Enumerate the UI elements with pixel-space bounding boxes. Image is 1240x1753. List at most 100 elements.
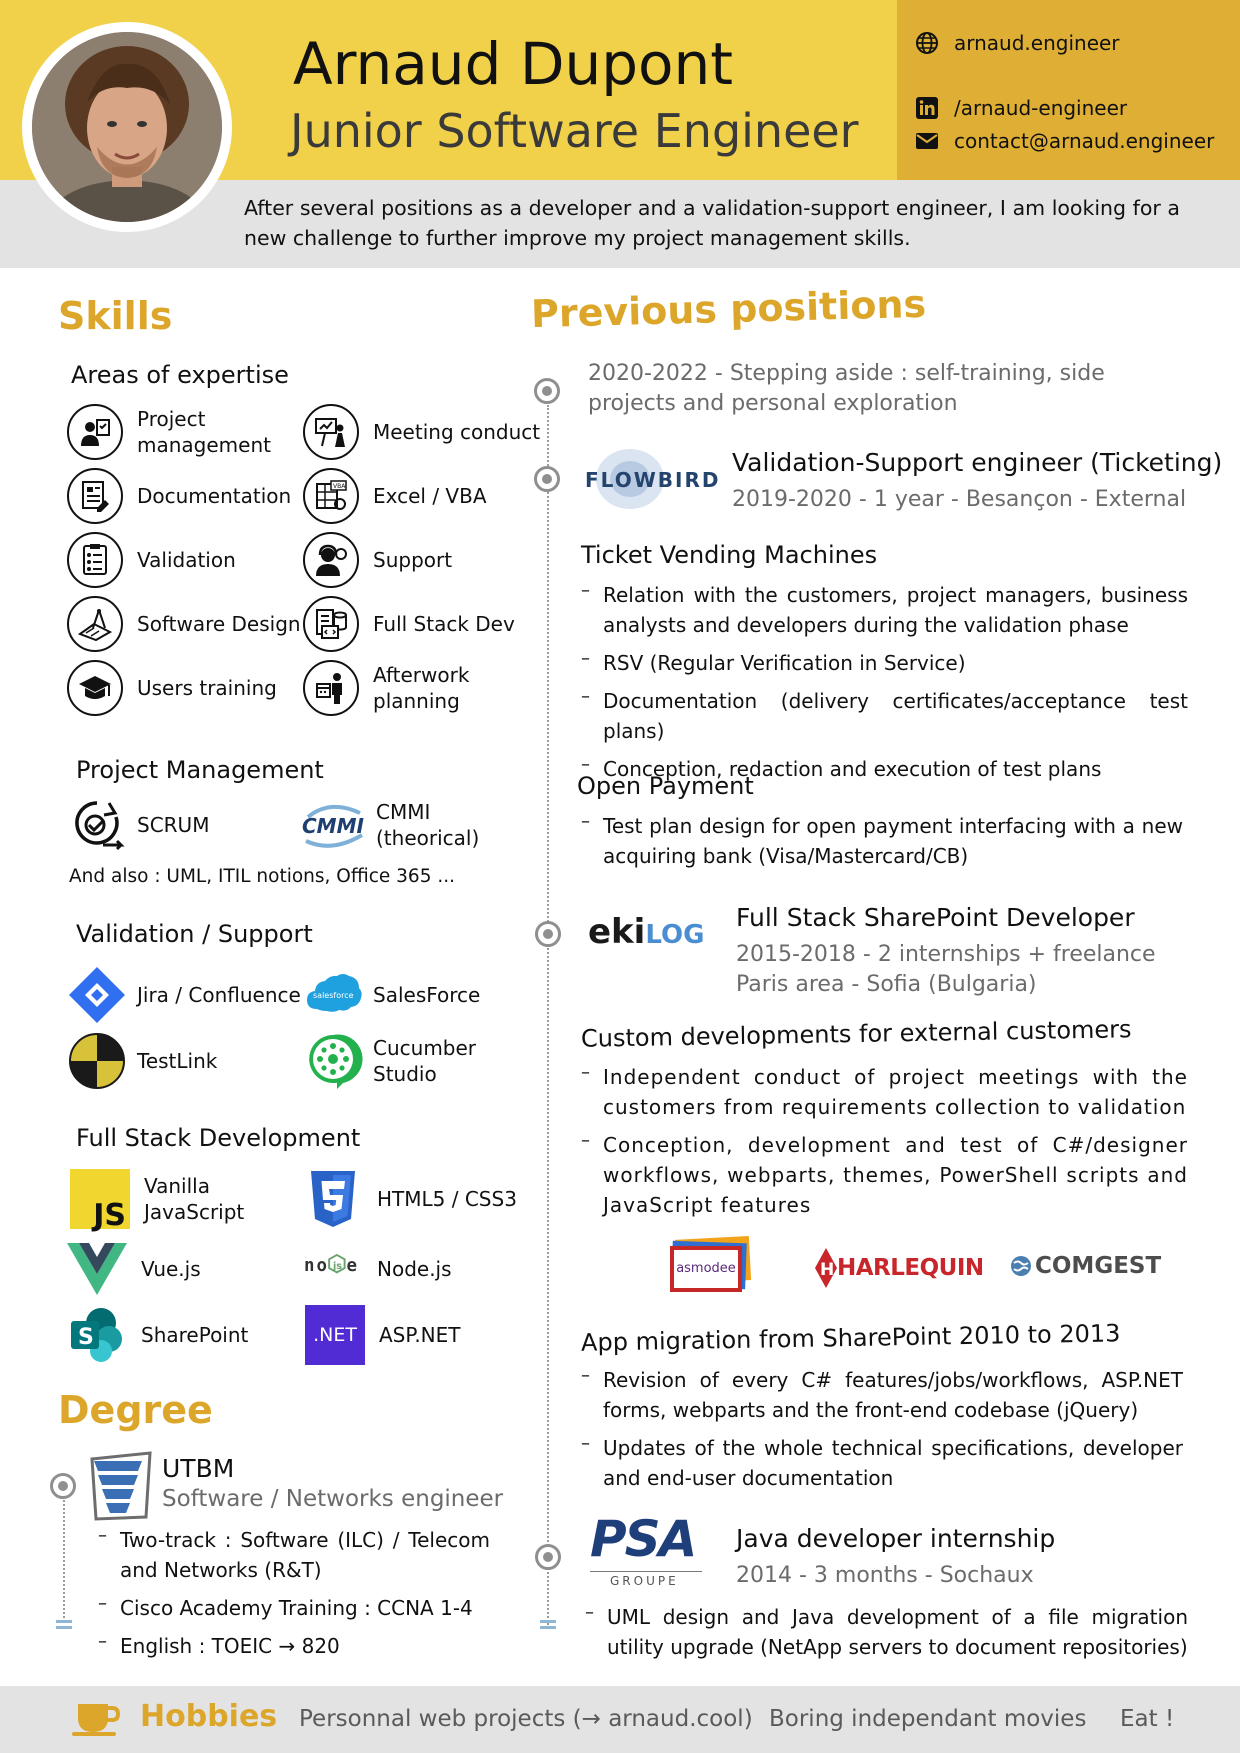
document-icon xyxy=(67,468,123,524)
skill-cucumber: Cucumber Studio xyxy=(303,1031,543,1091)
hobby-item-movies: Boring independant movies xyxy=(769,1706,1087,1732)
pm-also: And also : UML, ITIL notions, Office 365… xyxy=(69,866,455,887)
fullstack-heading: Full Stack Development xyxy=(76,1124,361,1152)
svg-text:js: js xyxy=(332,1261,342,1272)
skill-label: Jira / Confluence xyxy=(137,983,301,1007)
skill-scrum: SCRUM xyxy=(67,795,307,855)
testlink-logo xyxy=(67,1031,127,1091)
degree-bullet: Cisco Academy Training : CCNA 1-4 xyxy=(98,1589,490,1623)
bullet: Conception, redaction and execution of t… xyxy=(581,750,1188,784)
psa-title: Java developer internship xyxy=(736,1524,1056,1553)
contact-panel xyxy=(897,0,1240,180)
javascript-logo: JS xyxy=(70,1169,130,1231)
ekilog-logo: ekiLOG xyxy=(588,912,704,952)
vue-logo xyxy=(67,1239,127,1299)
jira-logo xyxy=(67,965,127,1025)
timeline-dot-ekilog xyxy=(535,921,561,947)
skill-label: HTML5 / CSS3 xyxy=(377,1187,517,1211)
comgest-text: COMGEST xyxy=(1035,1253,1162,1279)
globe-icon xyxy=(916,32,938,54)
ekilog-logo-a: eki xyxy=(588,912,646,952)
skill-label: Validation xyxy=(137,548,236,572)
css3-logo xyxy=(303,1169,363,1229)
coffee-cup-icon xyxy=(72,1702,122,1740)
job-title: Junior Software Engineer xyxy=(290,104,859,158)
pm-heading: Project Management xyxy=(76,756,324,784)
skill-javascript: JS Vanilla JavaScript xyxy=(70,1169,310,1231)
skill-label: Support xyxy=(373,548,453,572)
svg-text:VBA: VBA xyxy=(333,483,346,490)
ekilog-meta-1: 2015-2018 - 2 internships + freelance xyxy=(736,942,1156,967)
skill-excel-vba: VBA Excel / VBA xyxy=(303,468,543,524)
timeline-dot-psa xyxy=(535,1544,561,1570)
website-link[interactable]: arnaud.engineer xyxy=(915,31,1120,55)
dotnet-logo: .NET xyxy=(305,1305,365,1365)
bullet: UML design and Java development of a fil… xyxy=(585,1598,1188,1662)
psa-meta: 2014 - 3 months - Sochaux xyxy=(736,1563,1034,1588)
presentation-icon xyxy=(303,404,359,460)
asmodee-text: asmodee xyxy=(676,1261,736,1276)
ekilog-title: Full Stack SharePoint Developer xyxy=(736,903,1135,932)
envelope-icon xyxy=(916,133,938,149)
skill-project-management: Project management xyxy=(67,404,307,460)
expertise-heading: Areas of expertise xyxy=(71,361,289,389)
spreadsheet-icon: VBA xyxy=(303,468,359,524)
svg-text:H: H xyxy=(820,1260,834,1280)
skill-label: Vanilla JavaScript xyxy=(144,1174,245,1224)
flowbird-section-1: Ticket Vending Machines xyxy=(581,541,878,569)
skill-meeting-conduct: Meeting conduct xyxy=(303,404,543,460)
skill-software-design: Software Design xyxy=(67,596,307,652)
cmmi-logo: CMMI xyxy=(300,795,366,855)
skill-html-css: HTML5 / CSS3 xyxy=(303,1169,543,1229)
graduation-cap-icon xyxy=(67,660,123,716)
bullet: Revision of every C# features/jobs/workf… xyxy=(581,1361,1183,1425)
bullet: Relation with the customers, project man… xyxy=(581,576,1188,640)
hobbies-band xyxy=(0,1686,1240,1753)
skill-label: Software Design xyxy=(137,612,301,636)
ekilog-section-1: Custom developments for external custome… xyxy=(580,1015,1132,1053)
flowbird-logo: FLOWBIRD xyxy=(582,444,718,514)
project-management-icon xyxy=(67,404,123,460)
degree-program: Software / Networks engineer xyxy=(162,1486,504,1512)
validation-heading: Validation / Support xyxy=(76,920,313,948)
hobby-item-web-projects: Personnal web projects (→ arnaud.cool) xyxy=(299,1706,753,1732)
comgest-globe-icon xyxy=(1011,1256,1031,1276)
skill-sharepoint: S SharePoint xyxy=(67,1305,307,1365)
ekilog-section-2: App migration from SharePoint 2010 to 20… xyxy=(580,1319,1121,1357)
svg-text:e: e xyxy=(347,1256,357,1276)
psa-bullets: UML design and Java development of a fil… xyxy=(585,1598,1188,1670)
sharepoint-logo: S xyxy=(67,1305,127,1365)
skills-heading: Skills xyxy=(58,294,173,338)
skill-salesforce: salesforce SalesForce xyxy=(303,965,543,1025)
person-name: Arnaud Dupont xyxy=(293,30,734,98)
email-link[interactable]: contact@arnaud.engineer xyxy=(915,129,1214,153)
skill-label: Project management xyxy=(137,407,271,457)
degree-timeline-dot xyxy=(50,1473,76,1499)
positions-timeline-end xyxy=(540,1620,556,1629)
skill-label: SalesForce xyxy=(373,983,481,1007)
skill-validation: Validation xyxy=(67,532,307,588)
bullet: Updates of the whole technical specifica… xyxy=(581,1429,1183,1493)
skill-aspnet: .NET ASP.NET xyxy=(305,1305,545,1365)
asmodee-logo: asmodee xyxy=(668,1236,756,1296)
linkedin-link[interactable]: /arnaud-engineer xyxy=(915,96,1127,120)
svg-text:salesforce: salesforce xyxy=(313,991,354,1000)
profile-summary: After several positions as a developer a… xyxy=(244,196,1180,250)
skill-label: Node.js xyxy=(377,1257,452,1281)
svg-text:CMMI: CMMI xyxy=(302,814,364,838)
skill-label: Full Stack Dev xyxy=(373,612,515,636)
skill-afterwork-planning: Afterwork planning xyxy=(303,660,543,716)
psa-logo-subtext: GROUPE xyxy=(610,1574,679,1588)
skill-label: ASP.NET xyxy=(379,1323,461,1347)
design-tools-icon xyxy=(67,596,123,652)
harlequin-logo: H HARLEQUIN xyxy=(815,1248,984,1288)
skill-cmmi: CMMI CMMI (theorical) xyxy=(300,795,540,855)
degree-school: UTBM xyxy=(162,1454,235,1483)
skill-label: SCRUM xyxy=(137,813,210,837)
email-text: contact@arnaud.engineer xyxy=(954,129,1215,153)
support-agent-icon xyxy=(303,532,359,588)
psa-logo-text: PSA xyxy=(590,1510,697,1568)
comgest-logo: COMGEST xyxy=(1010,1253,1161,1279)
skill-label: Meeting conduct xyxy=(373,420,541,444)
profile-photo xyxy=(32,32,222,222)
